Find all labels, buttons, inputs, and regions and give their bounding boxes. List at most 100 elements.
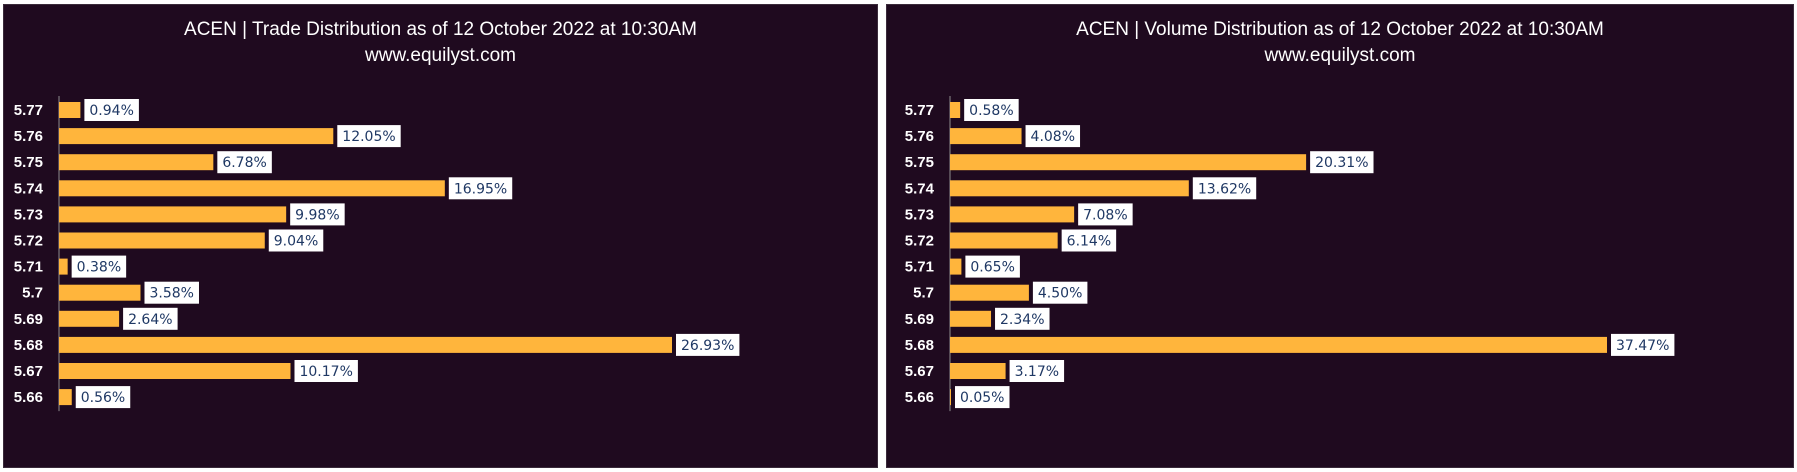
y-tick-label: 5.75 (905, 154, 934, 171)
y-tick-label: 5.7 (22, 285, 43, 302)
data-label-box (1611, 333, 1675, 356)
chart-subtitle: www.equilyst.com (1264, 45, 1416, 66)
y-tick-label: 5.66 (905, 389, 934, 406)
bar (950, 232, 1058, 249)
y-tick-label: 5.66 (14, 389, 43, 406)
y-tick-label: 5.73 (14, 206, 43, 223)
y-tick-label: 5.69 (905, 311, 934, 328)
volume-distribution-chart: ACEN | Volume Distribution as of 12 Octo… (886, 4, 1794, 468)
data-label: 0.38% (77, 260, 121, 276)
y-tick-label: 5.67 (14, 363, 43, 380)
bar (59, 102, 81, 118)
y-tick-label: 5.76 (14, 128, 43, 145)
data-label-box (955, 386, 1010, 409)
data-label-box (337, 125, 401, 148)
data-label: 9.98% (295, 207, 339, 223)
data-label-box (75, 386, 131, 409)
bar (59, 363, 291, 379)
y-tick-label: 5.74 (14, 180, 44, 197)
bar (59, 154, 214, 171)
data-label: 2.64% (128, 312, 172, 328)
data-label-box (1032, 281, 1088, 304)
data-label-box (84, 99, 139, 121)
y-tick-label: 5.7 (913, 285, 934, 302)
bar (59, 336, 672, 353)
data-label-box (1078, 203, 1133, 226)
y-tick-label: 5.68 (14, 337, 43, 354)
data-label: 37.47% (1616, 338, 1669, 354)
data-label: 0.58% (969, 103, 1013, 119)
data-label-box (1192, 177, 1257, 200)
data-label: 6.14% (1067, 234, 1111, 250)
data-label: 0.65% (970, 260, 1014, 276)
data-label: 12.05% (342, 129, 395, 145)
data-label: 3.17% (1015, 364, 1059, 380)
data-label-box (995, 307, 1050, 330)
data-label: 6.78% (222, 155, 266, 171)
bar (950, 310, 992, 327)
trade-distribution-chart: ACEN | Trade Distribution as of 12 Octob… (3, 4, 878, 468)
data-label: 0.05% (960, 390, 1004, 406)
data-label: 4.08% (1031, 129, 1075, 145)
chart-title: ACEN | Trade Distribution as of 12 Octob… (184, 19, 697, 40)
bar (59, 232, 265, 249)
bar (950, 258, 962, 275)
data-label: 26.93% (681, 338, 734, 354)
bar (950, 363, 1006, 379)
data-label-box (290, 203, 345, 226)
data-label-box (268, 229, 324, 252)
data-label: 9.04% (274, 234, 318, 250)
y-tick-label: 5.71 (14, 259, 43, 276)
y-tick-label: 5.76 (905, 128, 934, 145)
bar (950, 389, 951, 406)
bar (59, 284, 141, 301)
volume-distribution-plot: 5.77 0.58% 5.76 4.08% 5.75 20.31% 5.74 13.62% 5.… (905, 96, 1675, 412)
data-label-box (965, 255, 1020, 278)
bar (59, 310, 120, 327)
y-tick-label: 5.71 (905, 259, 934, 276)
bar (950, 154, 1307, 171)
y-tick-label: 5.67 (905, 363, 934, 380)
bar (950, 206, 1075, 223)
data-label: 7.08% (1083, 207, 1127, 223)
chart-subtitle: www.equilyst.com (365, 45, 516, 66)
data-label: 0.56% (81, 390, 125, 406)
data-label-box (1025, 125, 1081, 148)
data-label-box (1061, 229, 1117, 252)
y-tick-label: 5.68 (905, 337, 934, 354)
chart-title: ACEN | Volume Distribution as of 12 Octo… (1076, 19, 1604, 40)
bar (59, 389, 72, 406)
bar (950, 102, 961, 118)
data-label: 4.50% (1038, 286, 1082, 302)
bar (950, 336, 1607, 353)
y-tick-label: 5.73 (905, 206, 934, 223)
data-label-box (1310, 151, 1374, 174)
data-label-box (294, 360, 358, 382)
data-label-box (144, 281, 199, 304)
bar (59, 206, 287, 223)
data-label-box (448, 177, 513, 200)
data-label-box (964, 99, 1019, 121)
y-tick-label: 5.72 (905, 233, 934, 250)
y-tick-label: 5.72 (14, 233, 43, 250)
data-label-box (217, 151, 272, 174)
bar (950, 128, 1022, 145)
bar (59, 258, 68, 275)
data-label-box (1009, 360, 1065, 382)
y-tick-label: 5.77 (905, 102, 934, 119)
y-tick-label: 5.74 (905, 180, 935, 197)
data-label-box (71, 255, 127, 278)
y-tick-label: 5.69 (14, 311, 43, 328)
data-label: 13.62% (1198, 181, 1251, 197)
data-label: 2.34% (1000, 312, 1044, 328)
bar (59, 180, 445, 197)
y-tick-label: 5.77 (14, 102, 43, 119)
data-label: 10.17% (299, 364, 352, 380)
bar (59, 128, 334, 145)
bar (950, 284, 1029, 301)
data-label-box (123, 307, 178, 330)
data-label: 16.95% (454, 181, 507, 197)
y-tick-label: 5.75 (14, 154, 43, 171)
bar (950, 180, 1189, 197)
trade-distribution-plot: 5.77 0.94% 5.76 12.05% 5.75 6.78% 5.74 16.95% 5.… (14, 96, 740, 412)
